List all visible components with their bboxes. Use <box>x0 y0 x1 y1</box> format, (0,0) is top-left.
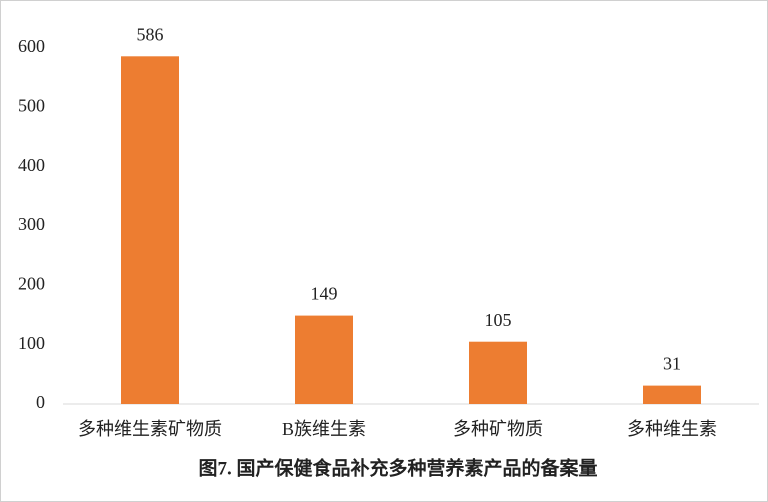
data-label: 586 <box>137 24 164 44</box>
x-tick-label: 多种矿物质 <box>453 419 543 439</box>
x-tick-label: B族维生素 <box>282 419 366 439</box>
y-tick-label: 200 <box>18 273 45 293</box>
data-label: 105 <box>485 310 512 330</box>
chart-title: 图7. 国产保健食品补充多种营养素产品的备案量 <box>198 456 597 479</box>
y-tick-label: 0 <box>36 392 45 412</box>
y-tick-label: 300 <box>18 214 45 234</box>
data-label: 149 <box>311 284 338 304</box>
y-tick-label: 100 <box>18 333 45 353</box>
bar <box>121 56 179 404</box>
x-tick-label: 多种维生素 <box>627 419 717 439</box>
bar <box>469 341 527 404</box>
y-tick-label: 400 <box>18 155 45 175</box>
y-tick-label: 600 <box>18 36 45 56</box>
data-label: 31 <box>663 354 681 374</box>
bar <box>295 315 353 404</box>
bar <box>643 385 701 404</box>
x-tick-label: 多种维生素矿物质 <box>78 419 222 439</box>
y-tick-label: 500 <box>18 95 45 115</box>
